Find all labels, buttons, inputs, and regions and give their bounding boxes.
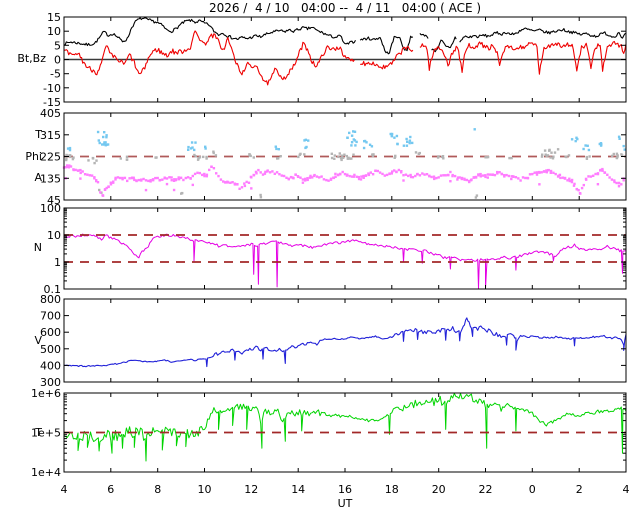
y-tick-label: -10 (43, 82, 61, 95)
series-bz-line (64, 30, 627, 86)
y-tick-label: 1e+5 (31, 427, 61, 440)
y-tick-label: 10 (47, 229, 61, 242)
series-t-line (63, 392, 627, 462)
panel-angles-ylabel-phi: Phi (25, 150, 42, 163)
y-tick-label: 405 (40, 107, 61, 120)
series-n-line (63, 233, 627, 290)
y-tick-label: 15 (47, 11, 61, 24)
panel-btbz-ylabel: Bt,Bz (17, 52, 46, 65)
series-a-scatter (62, 164, 625, 197)
y-tick-label: 100 (40, 202, 61, 215)
y-tick-label: 400 (40, 359, 61, 372)
y-tick-label: 1 (54, 256, 61, 269)
plot-title: 2026 / 4 / 10 04:00 -- 4 / 11 04:00 ( AC… (208, 1, 482, 15)
x-tick-label: 8 (154, 483, 161, 496)
panel-frame (63, 207, 627, 290)
y-tick-label: 135 (40, 172, 61, 185)
x-tick-label: 16 (338, 483, 352, 496)
panel-angles-ylabel-t: T (35, 128, 42, 141)
x-tick-label: 20 (432, 483, 446, 496)
y-tick-label: 800 (40, 293, 61, 306)
x-axis-title: UT (337, 497, 353, 510)
panel-frame (63, 112, 627, 201)
y-tick-label: 45 (47, 194, 61, 207)
series-bt-line (63, 17, 627, 55)
series-v-line (63, 317, 627, 368)
y-tick-label: 300 (40, 376, 61, 389)
panel-frame (63, 16, 627, 103)
series-phi-scatter (65, 148, 624, 199)
y-tick-label: 700 (40, 310, 61, 323)
x-tick-label: 0 (529, 483, 536, 496)
x-tick-label: 10 (198, 483, 212, 496)
y-tick-label: 0.1 (44, 283, 62, 296)
x-tick-label: 22 (479, 483, 493, 496)
y-tick-label: -15 (43, 96, 61, 109)
panel-n: 100 10 1 0.1 (40, 202, 627, 296)
x-tick-label: 4 (623, 483, 630, 496)
panel-v: 800 700 600 500 400 300 (40, 293, 627, 389)
x-tick-label: 14 (291, 483, 305, 496)
x-axis-labels: 4 6 8 10 12 14 16 18 20 22 0 2 4 (61, 483, 630, 496)
panel-frame (63, 392, 627, 473)
y-tick-label: 1e+6 (31, 387, 61, 400)
panel-angles: 405 315 225 135 45 (40, 107, 627, 207)
y-tick-label: 500 (40, 343, 61, 356)
x-tick-label: 12 (244, 483, 258, 496)
y-tick-label: -5 (50, 68, 61, 81)
panel-v-ylabel: V (34, 334, 42, 347)
x-tick-label: 2 (576, 483, 583, 496)
y-tick-label: 1e+4 (31, 466, 61, 479)
panel-t: 1e+6 1e+5 1e+4 (31, 387, 627, 479)
y-tick-label: 315 (40, 129, 61, 142)
y-tick-label: 0 (54, 54, 61, 67)
y-tick-label: 225 (40, 151, 61, 164)
panel-t-ylabel: T (35, 426, 42, 439)
panel-n-ylabel: N (33, 241, 42, 254)
x-tick-label: 6 (107, 483, 114, 496)
y-tick-label: 600 (40, 326, 61, 339)
x-tick-label: 4 (61, 483, 68, 496)
panel-angles-ylabel-a: A (34, 171, 42, 184)
series-t-scatter (66, 128, 626, 152)
y-tick-label: 10 (47, 25, 61, 38)
panel-frame (63, 298, 627, 383)
y-tick-label: 5 (54, 39, 61, 52)
x-tick-label: 18 (385, 483, 399, 496)
